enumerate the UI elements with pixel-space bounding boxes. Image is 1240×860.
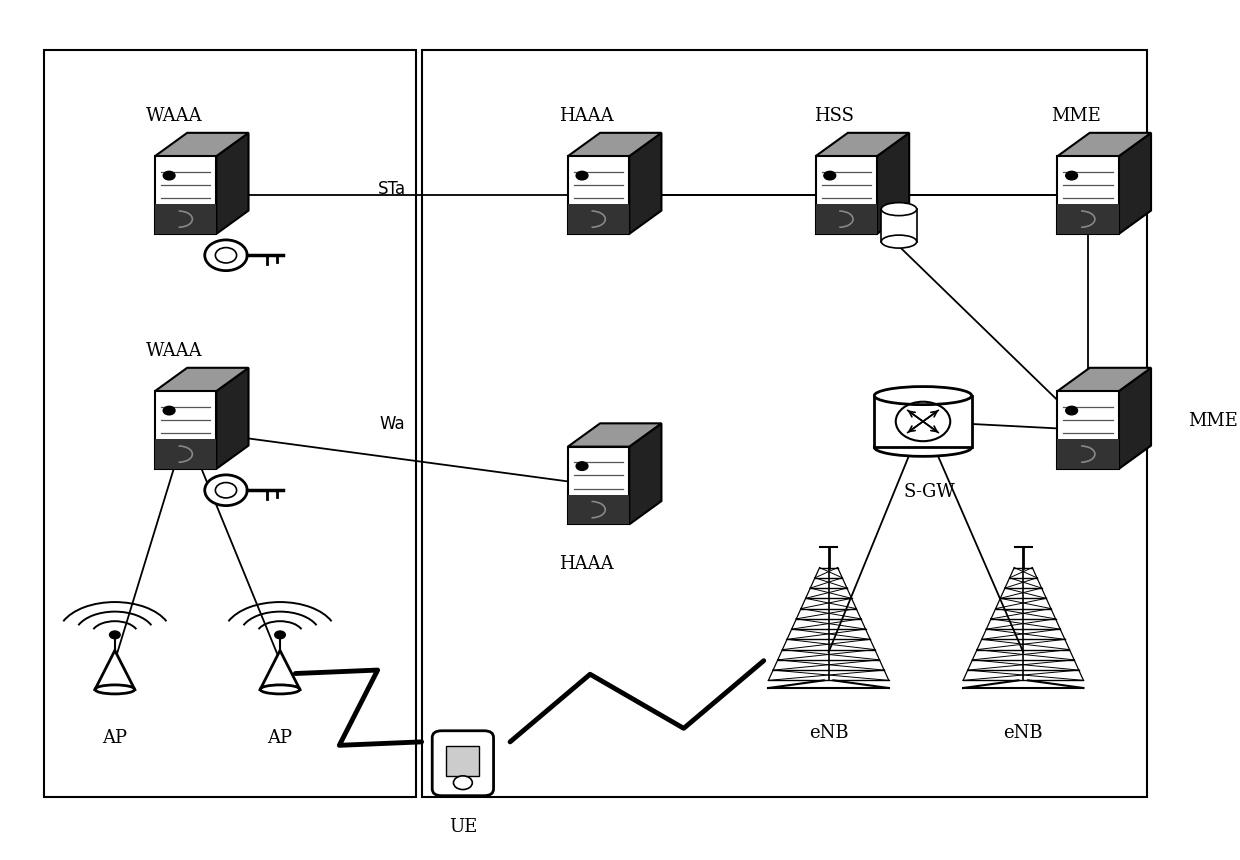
Ellipse shape	[95, 685, 135, 694]
Polygon shape	[1118, 132, 1151, 234]
Circle shape	[1065, 406, 1078, 415]
Circle shape	[216, 482, 237, 498]
Circle shape	[164, 171, 175, 180]
Polygon shape	[216, 132, 248, 234]
Text: WAAA: WAAA	[145, 342, 202, 360]
Ellipse shape	[260, 685, 300, 694]
Polygon shape	[1058, 439, 1118, 469]
Bar	[882, 209, 916, 242]
Polygon shape	[877, 132, 909, 234]
Text: HAAA: HAAA	[559, 108, 614, 126]
Polygon shape	[816, 132, 909, 157]
Text: eNB: eNB	[808, 724, 848, 742]
Text: WAAA: WAAA	[145, 108, 202, 126]
Circle shape	[454, 776, 472, 789]
Text: Wa: Wa	[379, 415, 405, 433]
Polygon shape	[816, 205, 877, 234]
Bar	[874, 396, 972, 447]
Polygon shape	[260, 650, 300, 691]
Polygon shape	[216, 368, 248, 469]
Circle shape	[109, 631, 120, 639]
Text: eNB: eNB	[1003, 724, 1043, 742]
Polygon shape	[816, 157, 877, 234]
Polygon shape	[568, 157, 629, 234]
Circle shape	[205, 475, 247, 506]
Polygon shape	[155, 368, 248, 391]
Polygon shape	[568, 446, 629, 525]
Polygon shape	[568, 494, 629, 525]
Circle shape	[823, 171, 836, 180]
Polygon shape	[155, 157, 216, 234]
Text: HAAA: HAAA	[559, 556, 614, 573]
Circle shape	[1065, 171, 1078, 180]
Text: HSS: HSS	[815, 108, 854, 126]
Polygon shape	[155, 205, 216, 234]
Text: STa: STa	[378, 180, 407, 198]
Circle shape	[275, 631, 285, 639]
Polygon shape	[155, 439, 216, 469]
Polygon shape	[629, 423, 661, 525]
Text: AP: AP	[103, 728, 128, 746]
Text: S-GW: S-GW	[903, 482, 955, 501]
Polygon shape	[568, 132, 661, 157]
Text: MME: MME	[1052, 108, 1101, 126]
Text: AP: AP	[268, 728, 293, 746]
Ellipse shape	[874, 439, 972, 457]
Text: MME: MME	[1188, 413, 1239, 431]
Bar	[45, 50, 415, 797]
Polygon shape	[1118, 368, 1151, 469]
Bar	[422, 50, 1147, 797]
FancyBboxPatch shape	[433, 731, 494, 796]
Polygon shape	[95, 650, 135, 691]
Text: UE: UE	[449, 819, 477, 836]
Circle shape	[164, 406, 175, 415]
Circle shape	[205, 240, 247, 271]
Circle shape	[577, 171, 588, 180]
Polygon shape	[155, 132, 248, 157]
Circle shape	[577, 462, 588, 470]
Ellipse shape	[882, 203, 916, 216]
Polygon shape	[1058, 391, 1118, 469]
Polygon shape	[1058, 157, 1118, 234]
Bar	[446, 746, 480, 776]
Ellipse shape	[882, 235, 916, 248]
Ellipse shape	[874, 386, 972, 405]
Polygon shape	[629, 132, 661, 234]
Polygon shape	[1058, 368, 1151, 391]
Polygon shape	[1058, 205, 1118, 234]
Polygon shape	[155, 391, 216, 469]
Polygon shape	[1058, 132, 1151, 157]
Polygon shape	[568, 205, 629, 234]
Circle shape	[216, 248, 237, 263]
Polygon shape	[568, 423, 661, 446]
